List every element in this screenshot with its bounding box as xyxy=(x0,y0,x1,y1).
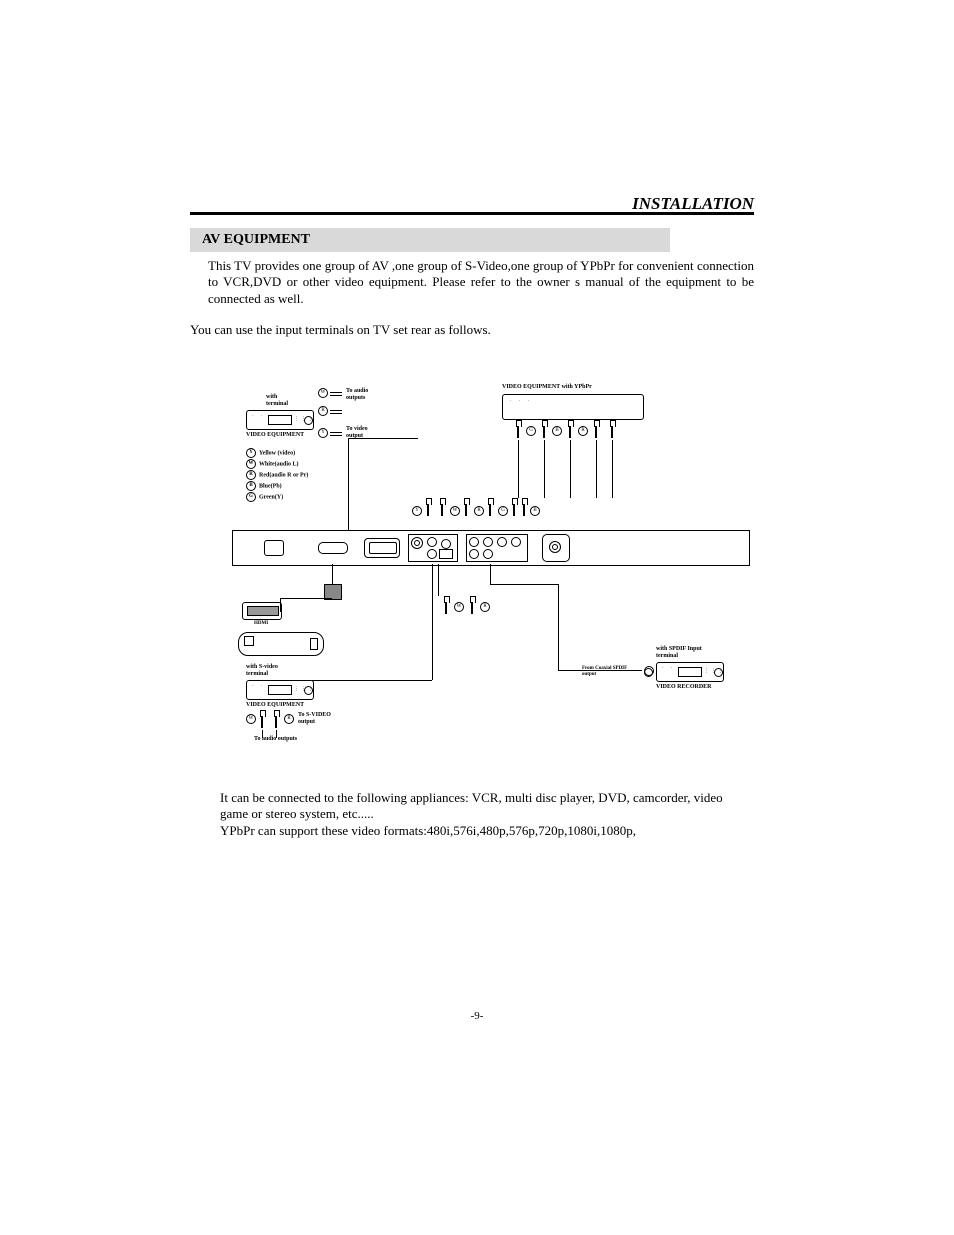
closing-p1: It can be connected to the following app… xyxy=(220,790,723,821)
label-from-coax2: output xyxy=(582,672,596,678)
port-vga xyxy=(364,538,400,558)
label-sv-caption: VIDEO EQUIPMENT xyxy=(246,702,304,709)
label-sv-with: with S-video xyxy=(246,664,278,671)
page-number: -9- xyxy=(0,1010,954,1022)
closing-text: It can be connected to the following app… xyxy=(220,790,754,839)
usage-line: You can use the input terminals on TV se… xyxy=(190,322,491,338)
label-ypbpr-equipment: VIDEO EQUIPMENT with YPbPr xyxy=(502,384,592,391)
port-ypbpr xyxy=(466,534,528,562)
connection-diagram: with terminal ⋅ ⋅ ⋅ ⋮⋮⋮ VIDEO EQUIPMENT … xyxy=(232,378,748,778)
label-terminal: terminal xyxy=(266,401,288,408)
legend-b: BBlue(Pb) xyxy=(246,481,308,492)
intro-paragraph: This TV provides one group of AV ,one gr… xyxy=(208,258,754,307)
color-legend: YYellow (video) WWhite(audio L) RRed(aud… xyxy=(246,448,308,503)
section-heading: AV EQUIPMENT xyxy=(190,228,670,252)
label-with: with xyxy=(266,394,277,401)
label-sv-output: output xyxy=(298,719,315,726)
closing-p2: YPbPr can support these video formats:48… xyxy=(220,823,636,838)
label-spdif-term: terminal xyxy=(656,653,678,660)
label-to-audio: To audio xyxy=(346,388,368,395)
label-hdmi: HDMI xyxy=(254,621,268,627)
port-sv-cluster xyxy=(408,534,458,562)
port-round xyxy=(542,534,570,562)
label-outputs: outputs xyxy=(346,395,365,402)
label-to-svideo: To S-VIDEO xyxy=(298,712,331,719)
port-2 xyxy=(318,542,348,554)
port-1 xyxy=(264,540,284,556)
label-sv-term: terminal xyxy=(246,671,268,678)
label-spdif-caption: VIDEO RECORDER xyxy=(656,684,712,691)
legend-y: YYellow (video) xyxy=(246,448,308,459)
label-spdif-with: with SPDIF Input xyxy=(656,646,702,653)
legend-w: WWhite(audio L) xyxy=(246,459,308,470)
label-from-coax: From Coaxial SPDIF xyxy=(582,666,627,672)
header-divider xyxy=(190,212,754,215)
label-video-equipment: VIDEO EQUIPMENT xyxy=(246,432,304,439)
label-to-video: To video xyxy=(346,426,368,433)
legend-g: GGreen(Y) xyxy=(246,492,308,503)
legend-r: RRed(audio R or Pr) xyxy=(246,470,308,481)
chapter-title: INSTALLATION xyxy=(632,194,754,214)
